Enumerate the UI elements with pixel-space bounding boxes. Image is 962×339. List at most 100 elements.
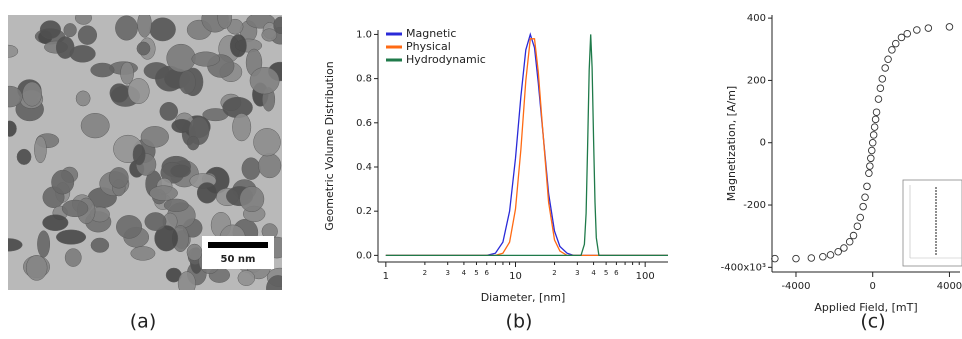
y-tick-label: 1.0 (356, 29, 372, 40)
scale-bar-label: 50 nm (221, 254, 256, 265)
x-tick-label: 4 (462, 269, 467, 277)
point (913, 26, 921, 34)
caption: (c) (860, 311, 885, 333)
particle (77, 25, 98, 45)
y-tick-label: 0.2 (356, 206, 372, 217)
particle (116, 215, 143, 239)
particle (90, 62, 115, 78)
legend-label: Physical (406, 40, 451, 53)
y-tick-label: -200 (743, 200, 766, 211)
x-tick-label: 100 (636, 271, 655, 282)
particle (154, 225, 179, 252)
series-line (385, 38, 668, 257)
particle (136, 41, 151, 56)
point (819, 252, 827, 261)
point (866, 162, 874, 170)
point (891, 39, 900, 48)
y-axis-title: Magnetization, [A/m] (725, 86, 738, 201)
point (840, 244, 848, 252)
particle (51, 169, 75, 195)
scale-bar (208, 242, 268, 248)
particle (63, 23, 77, 38)
x-axis-title: Applied Field, [mT] (814, 301, 917, 314)
particle (25, 255, 48, 281)
point (924, 24, 933, 32)
x-tick-label: 5 (474, 269, 478, 277)
x-tick-label: 4 (591, 269, 596, 277)
caption: (a) (130, 311, 156, 333)
point (876, 84, 885, 92)
x-tick-label: 3 (575, 269, 579, 277)
point (834, 248, 842, 256)
point (881, 64, 889, 72)
point (861, 193, 869, 201)
x-tick-label: 1 (383, 271, 389, 282)
particle (144, 212, 167, 231)
x-tick-label: 10 (509, 271, 522, 282)
point (771, 254, 779, 263)
y-axis-title: Geometric Volume Distribution (323, 61, 336, 231)
particle (140, 126, 169, 148)
y-tick-label: 0.4 (356, 162, 372, 173)
particle (39, 20, 61, 39)
particle (170, 164, 191, 178)
point (884, 55, 892, 63)
x-axis-title: Diameter, [nm] (481, 291, 566, 304)
particle (61, 199, 89, 218)
point (869, 131, 878, 139)
series-line (385, 34, 668, 257)
particle (217, 15, 232, 29)
particle (261, 28, 278, 42)
particle (266, 275, 282, 290)
particle (177, 271, 196, 290)
point (863, 182, 871, 191)
point (859, 202, 867, 211)
point (878, 75, 887, 83)
point (807, 254, 816, 262)
particle (241, 157, 261, 180)
particle (149, 17, 176, 42)
particle (37, 230, 51, 258)
y-tick-label: 0.0 (356, 250, 372, 261)
point (845, 238, 854, 246)
point (868, 138, 877, 147)
particle (249, 67, 280, 95)
point (856, 213, 864, 222)
y-tick-label: -400x10³ (721, 262, 766, 273)
particle (132, 144, 146, 166)
particle (109, 83, 129, 103)
particle (163, 198, 189, 212)
particle (74, 15, 92, 25)
x-tick-label: 3 (445, 269, 449, 277)
particle (56, 229, 87, 245)
point (849, 231, 858, 240)
particle (22, 81, 42, 107)
particle (130, 246, 156, 261)
particle (232, 113, 252, 142)
caption: (b) (506, 311, 533, 333)
particle (8, 120, 17, 137)
particle (8, 85, 23, 108)
particle (127, 78, 150, 104)
x-tick-label: 2 (423, 269, 427, 277)
point (872, 108, 881, 116)
particle (115, 15, 138, 41)
particle (80, 113, 110, 139)
particle (237, 270, 256, 286)
x-tick-label: 2 (552, 269, 556, 277)
particle (159, 102, 179, 121)
particle (178, 70, 196, 95)
particle (34, 135, 47, 164)
particle (166, 43, 196, 73)
particle (137, 15, 152, 38)
point (871, 115, 880, 124)
particle (69, 45, 96, 63)
particle (120, 61, 134, 85)
particle (229, 34, 247, 58)
x-tick-label: 0 (870, 281, 876, 292)
point (853, 222, 862, 230)
legend-label: Magnetic (406, 27, 456, 40)
y-tick-label: 200 (747, 75, 766, 86)
point (867, 154, 875, 163)
